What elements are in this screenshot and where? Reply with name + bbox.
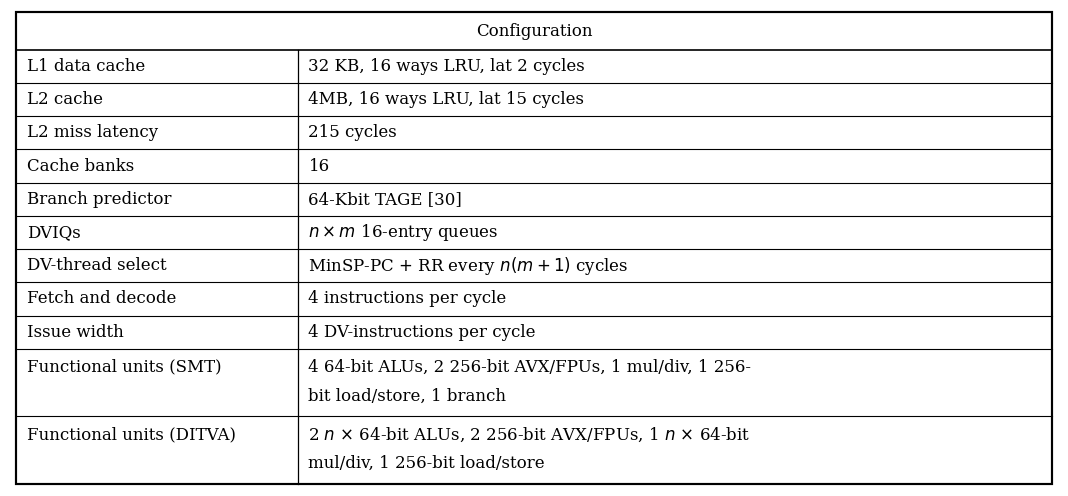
Text: 32 KB, 16 ways LRU, lat 2 cycles: 32 KB, 16 ways LRU, lat 2 cycles [309, 58, 585, 75]
Text: 16: 16 [309, 158, 330, 175]
Text: $n \times m$ 16-entry queues: $n \times m$ 16-entry queues [309, 222, 499, 243]
Text: DVIQs: DVIQs [27, 224, 80, 241]
Text: Functional units (SMT): Functional units (SMT) [27, 359, 221, 375]
Text: bit load/store, 1 branch: bit load/store, 1 branch [309, 387, 506, 405]
Text: DV-thread select: DV-thread select [27, 257, 167, 274]
Text: 4 instructions per cycle: 4 instructions per cycle [309, 291, 506, 308]
Text: L1 data cache: L1 data cache [27, 58, 145, 75]
Text: Issue width: Issue width [27, 324, 124, 341]
Text: MinSP-PC $+$ RR every $n(m+1)$ cycles: MinSP-PC $+$ RR every $n(m+1)$ cycles [309, 255, 629, 277]
Text: 64-Kbit TAGE [30]: 64-Kbit TAGE [30] [309, 191, 462, 208]
Text: Functional units (DITVA): Functional units (DITVA) [27, 426, 236, 443]
Text: 2 $n$ $\times$ 64-bit ALUs, 2 256-bit AVX/FPUs, 1 $n$ $\times$ 64-bit: 2 $n$ $\times$ 64-bit ALUs, 2 256-bit AV… [309, 425, 751, 443]
Text: Branch predictor: Branch predictor [27, 191, 171, 208]
Text: Configuration: Configuration [475, 22, 593, 40]
Text: 4 DV-instructions per cycle: 4 DV-instructions per cycle [309, 324, 536, 341]
Text: 4 64-bit ALUs, 2 256-bit AVX/FPUs, 1 mul/div, 1 256-: 4 64-bit ALUs, 2 256-bit AVX/FPUs, 1 mul… [309, 359, 752, 375]
Text: Cache banks: Cache banks [27, 158, 134, 175]
Text: mul/div, 1 256-bit load/store: mul/div, 1 256-bit load/store [309, 455, 545, 472]
Text: 4MB, 16 ways LRU, lat 15 cycles: 4MB, 16 ways LRU, lat 15 cycles [309, 91, 584, 108]
Text: L2 cache: L2 cache [27, 91, 103, 108]
Text: L2 miss latency: L2 miss latency [27, 124, 158, 141]
Text: 215 cycles: 215 cycles [309, 124, 397, 141]
Text: Fetch and decode: Fetch and decode [27, 291, 176, 308]
